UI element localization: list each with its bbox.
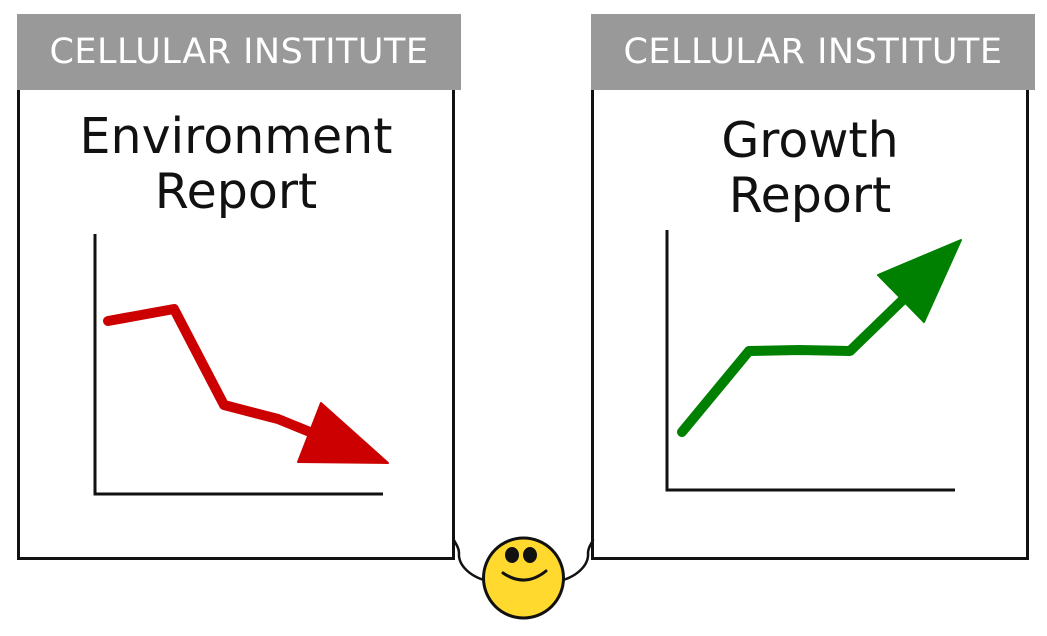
title-line-1: Environment: [79, 108, 393, 165]
title-line-1: Growth: [721, 112, 899, 169]
report-header: CELLULAR INSTITUTE: [17, 14, 461, 90]
downward-arrow-head: [297, 402, 389, 464]
title-line-2: Report: [154, 163, 318, 220]
title-line-2: Report: [728, 167, 892, 224]
environment-report: CELLULAR INSTITUTE Environment Report: [17, 14, 461, 560]
upward-arrow-head: [877, 239, 962, 323]
report-header: CELLULAR INSTITUTE: [591, 14, 1035, 90]
smile-mouth: [501, 569, 548, 582]
smiley-face-icon: [482, 536, 565, 620]
declining-graph: [93, 234, 389, 496]
left-eye: [505, 547, 519, 563]
declining-trend-line: [103, 304, 337, 446]
right-arm: [553, 538, 595, 584]
left-arm: [452, 538, 494, 584]
graph-axes: [93, 234, 383, 496]
institute-name: CELLULAR INSTITUTE: [623, 32, 1003, 72]
right-eye: [523, 547, 537, 563]
rising-graph: [665, 230, 962, 492]
growth-report: CELLULAR INSTITUTE Growth Report: [591, 14, 1035, 560]
report-title: Environment Report: [20, 109, 452, 219]
rising-trend-line: [677, 284, 919, 437]
institute-name: CELLULAR INSTITUTE: [49, 32, 429, 72]
graph-axes: [665, 230, 955, 492]
report-title: Growth Report: [594, 113, 1026, 223]
